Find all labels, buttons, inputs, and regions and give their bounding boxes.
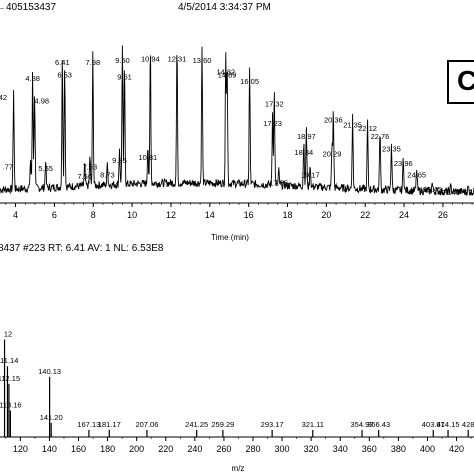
mass-spectrum-x-tick-label: 340: [333, 444, 348, 454]
chromatogram-trace: [0, 45, 474, 196]
mass-spectrum-peak-label: 428: [462, 420, 474, 429]
chromatogram-chart: 4 6 8 10 12 14 16 18 20 22 24 26 Time (min) 42 4.88 4.9…: [0, 45, 474, 242]
mass-spectrum-peak-label: 111.14: [0, 356, 18, 365]
chromatogram-x-tick-label: 14: [205, 210, 215, 220]
mass-spectrum-peak-label: 181.17: [98, 420, 121, 429]
mass-spectrum-x-tick-label: 320: [304, 444, 319, 454]
chromatogram-peak-label: 19.17: [301, 170, 320, 179]
mass-spectrum-peak-label: 140.13: [38, 367, 61, 376]
mass-spectrum-x-tick-label: 420: [449, 444, 464, 454]
mass-spectrum-x-tick-label: 260: [216, 444, 231, 454]
mass-spectrum-peak-label: 113.16: [0, 400, 22, 409]
chromatogram-x-tick-label: 12: [166, 210, 176, 220]
chromatogram-x-axis-label: Time (min): [211, 233, 249, 242]
scan-header: 8437 #223 RT: 6.41 AV: 1 NL: 6.53E8: [0, 243, 164, 254]
chromatogram-peak-label: 17.23: [263, 119, 282, 128]
chromatogram-peak-label: 20.29: [323, 150, 342, 159]
chromatogram-x-tick-label: 6: [52, 210, 57, 220]
mass-spectrum-peak-label: 241.25: [185, 420, 208, 429]
chromatogram-peak-label: 4.88: [25, 74, 40, 83]
chromatogram-peak-label: 22.76: [371, 132, 390, 141]
chromatogram-x-tick-label: 24: [399, 210, 409, 220]
mass-spectrum-x-tick-label: 300: [275, 444, 290, 454]
chromatogram-x-tick-label: 20: [321, 210, 331, 220]
mass-spectrum-x-tick-label: 380: [391, 444, 406, 454]
mass-spectrum-peak-label: 366.43: [367, 420, 390, 429]
chromatogram-peak-label: 23.96: [394, 159, 413, 168]
mass-spectrum-x-tick-label: 200: [129, 444, 144, 454]
chromatogram-peak-label: 16.05: [240, 77, 259, 86]
mass-spectrum-x-tick-label: 280: [245, 444, 260, 454]
chromatogram-peak-label: 42: [0, 93, 7, 102]
mass-spectrum-peak-label: 354.97: [351, 420, 374, 429]
chromatogram-x-tick-label: 4: [13, 210, 18, 220]
chromatogram-peak-label: 17.55: [269, 179, 288, 188]
chromatogram-peak-label: 20.36: [324, 116, 343, 125]
mass-spectrum-peak-label: 12: [4, 330, 12, 339]
chromatogram-x-tick-label: 26: [438, 210, 448, 220]
mass-spectrum-peak-label: 321.11: [302, 420, 324, 429]
chromatogram-x-tick-label: 16: [244, 210, 254, 220]
mass-spectrum-peak-label: 207.06: [135, 420, 158, 429]
mass-spectrum-x-tick-label: 180: [100, 444, 115, 454]
file-id-header: ←405153437: [0, 2, 57, 13]
mass-spectrum-x-tick-label: 240: [187, 444, 202, 454]
chromatogram-peak-label: 18.84: [294, 148, 313, 157]
mass-spectrum-x-axis-label: m/z: [232, 464, 245, 473]
mass-spectrum-x-tick-label: 400: [420, 444, 435, 454]
chromatogram-peak-label: 7.83: [83, 162, 98, 171]
chromatogram-peak-label: 21.35: [343, 121, 362, 130]
mass-spectrum-x-tick-label: 160: [71, 444, 86, 454]
chromatogram-peak-label: 10.81: [138, 153, 157, 162]
chromatogram-peak-label: 7.98: [86, 58, 101, 67]
chromatogram-peak-label: 4.98: [34, 96, 49, 105]
chromatogram-x-tick-label: 10: [127, 210, 137, 220]
chromatogram-peak-label: 5.55: [38, 164, 53, 173]
chromatogram-peak-label: 18.97: [297, 132, 316, 141]
panel-label: C: [447, 60, 474, 104]
mass-spectrum-peak-label: 259.29: [211, 420, 234, 429]
chromatogram-peak-label: 17.32: [265, 100, 284, 109]
chromatogram-peak-label: 9.50: [115, 56, 130, 65]
mass-spectrum-peak-label: 167.13: [77, 420, 100, 429]
chromatogram-peak-label: 14.89: [218, 71, 237, 80]
mass-spectrum-chart: 120 140 160 180 200 220 240 260 280 300 320 340 360 3…: [0, 330, 474, 473]
chromatogram-peak-label: 8.73: [100, 170, 115, 179]
chromatogram-peak-label: 25.45: [423, 185, 442, 194]
mass-spectrum-x-tick-label: 220: [158, 444, 173, 454]
mass-spectrum-x-tick-label: 360: [362, 444, 377, 454]
datetime-header: 4/5/2014 3:34:37 PM: [178, 2, 271, 13]
mass-spectrum-peak-label: 414.15: [437, 420, 460, 429]
chromatogram-peak-label: 12.31: [168, 55, 187, 64]
chromatogram-peak-label: 22.12: [358, 124, 377, 133]
chromatogram-peak-label: 23.35: [382, 145, 401, 154]
chromatogram-peak-label: 9.35: [112, 156, 127, 165]
chromatogram-x-tick-label: 8: [91, 210, 96, 220]
chromatogram-peak-label: 27: [464, 188, 472, 197]
mass-spectrum-peak-label: 403.97: [422, 420, 445, 429]
chromatogram-peak-label: 9.61: [117, 72, 132, 81]
chromatogram-peak-label: 10.94: [141, 55, 160, 64]
chromatogram-x-tick-label: 18: [283, 210, 293, 220]
chromatogram-peak-label: .77: [3, 162, 13, 171]
chromatogram-peak-label: 26.40: [441, 188, 460, 197]
panel-label-text: C: [457, 65, 474, 96]
mass-spectrum-peak-label: 112.15: [0, 374, 20, 383]
chromatogram-peak-label: 14.82: [216, 67, 235, 76]
chromatogram-peak-label: 24.65: [407, 170, 426, 179]
chromatogram-x-tick-label: 22: [360, 210, 370, 220]
mass-spectrum-x-tick-label: 140: [42, 444, 57, 454]
mass-spectrum-x-tick-label: 120: [13, 444, 28, 454]
mass-spectrum-peak-label: 293.17: [261, 420, 284, 429]
chromatogram-peak-label: 6.53: [57, 71, 72, 80]
mass-spectrum-peak-label: 141.20: [40, 413, 63, 422]
chromatogram-peak-label: 6.41: [55, 58, 70, 67]
chromatogram-peak-label: 13.60: [193, 56, 212, 65]
chromatogram-peak-label: 7.56: [77, 172, 92, 181]
